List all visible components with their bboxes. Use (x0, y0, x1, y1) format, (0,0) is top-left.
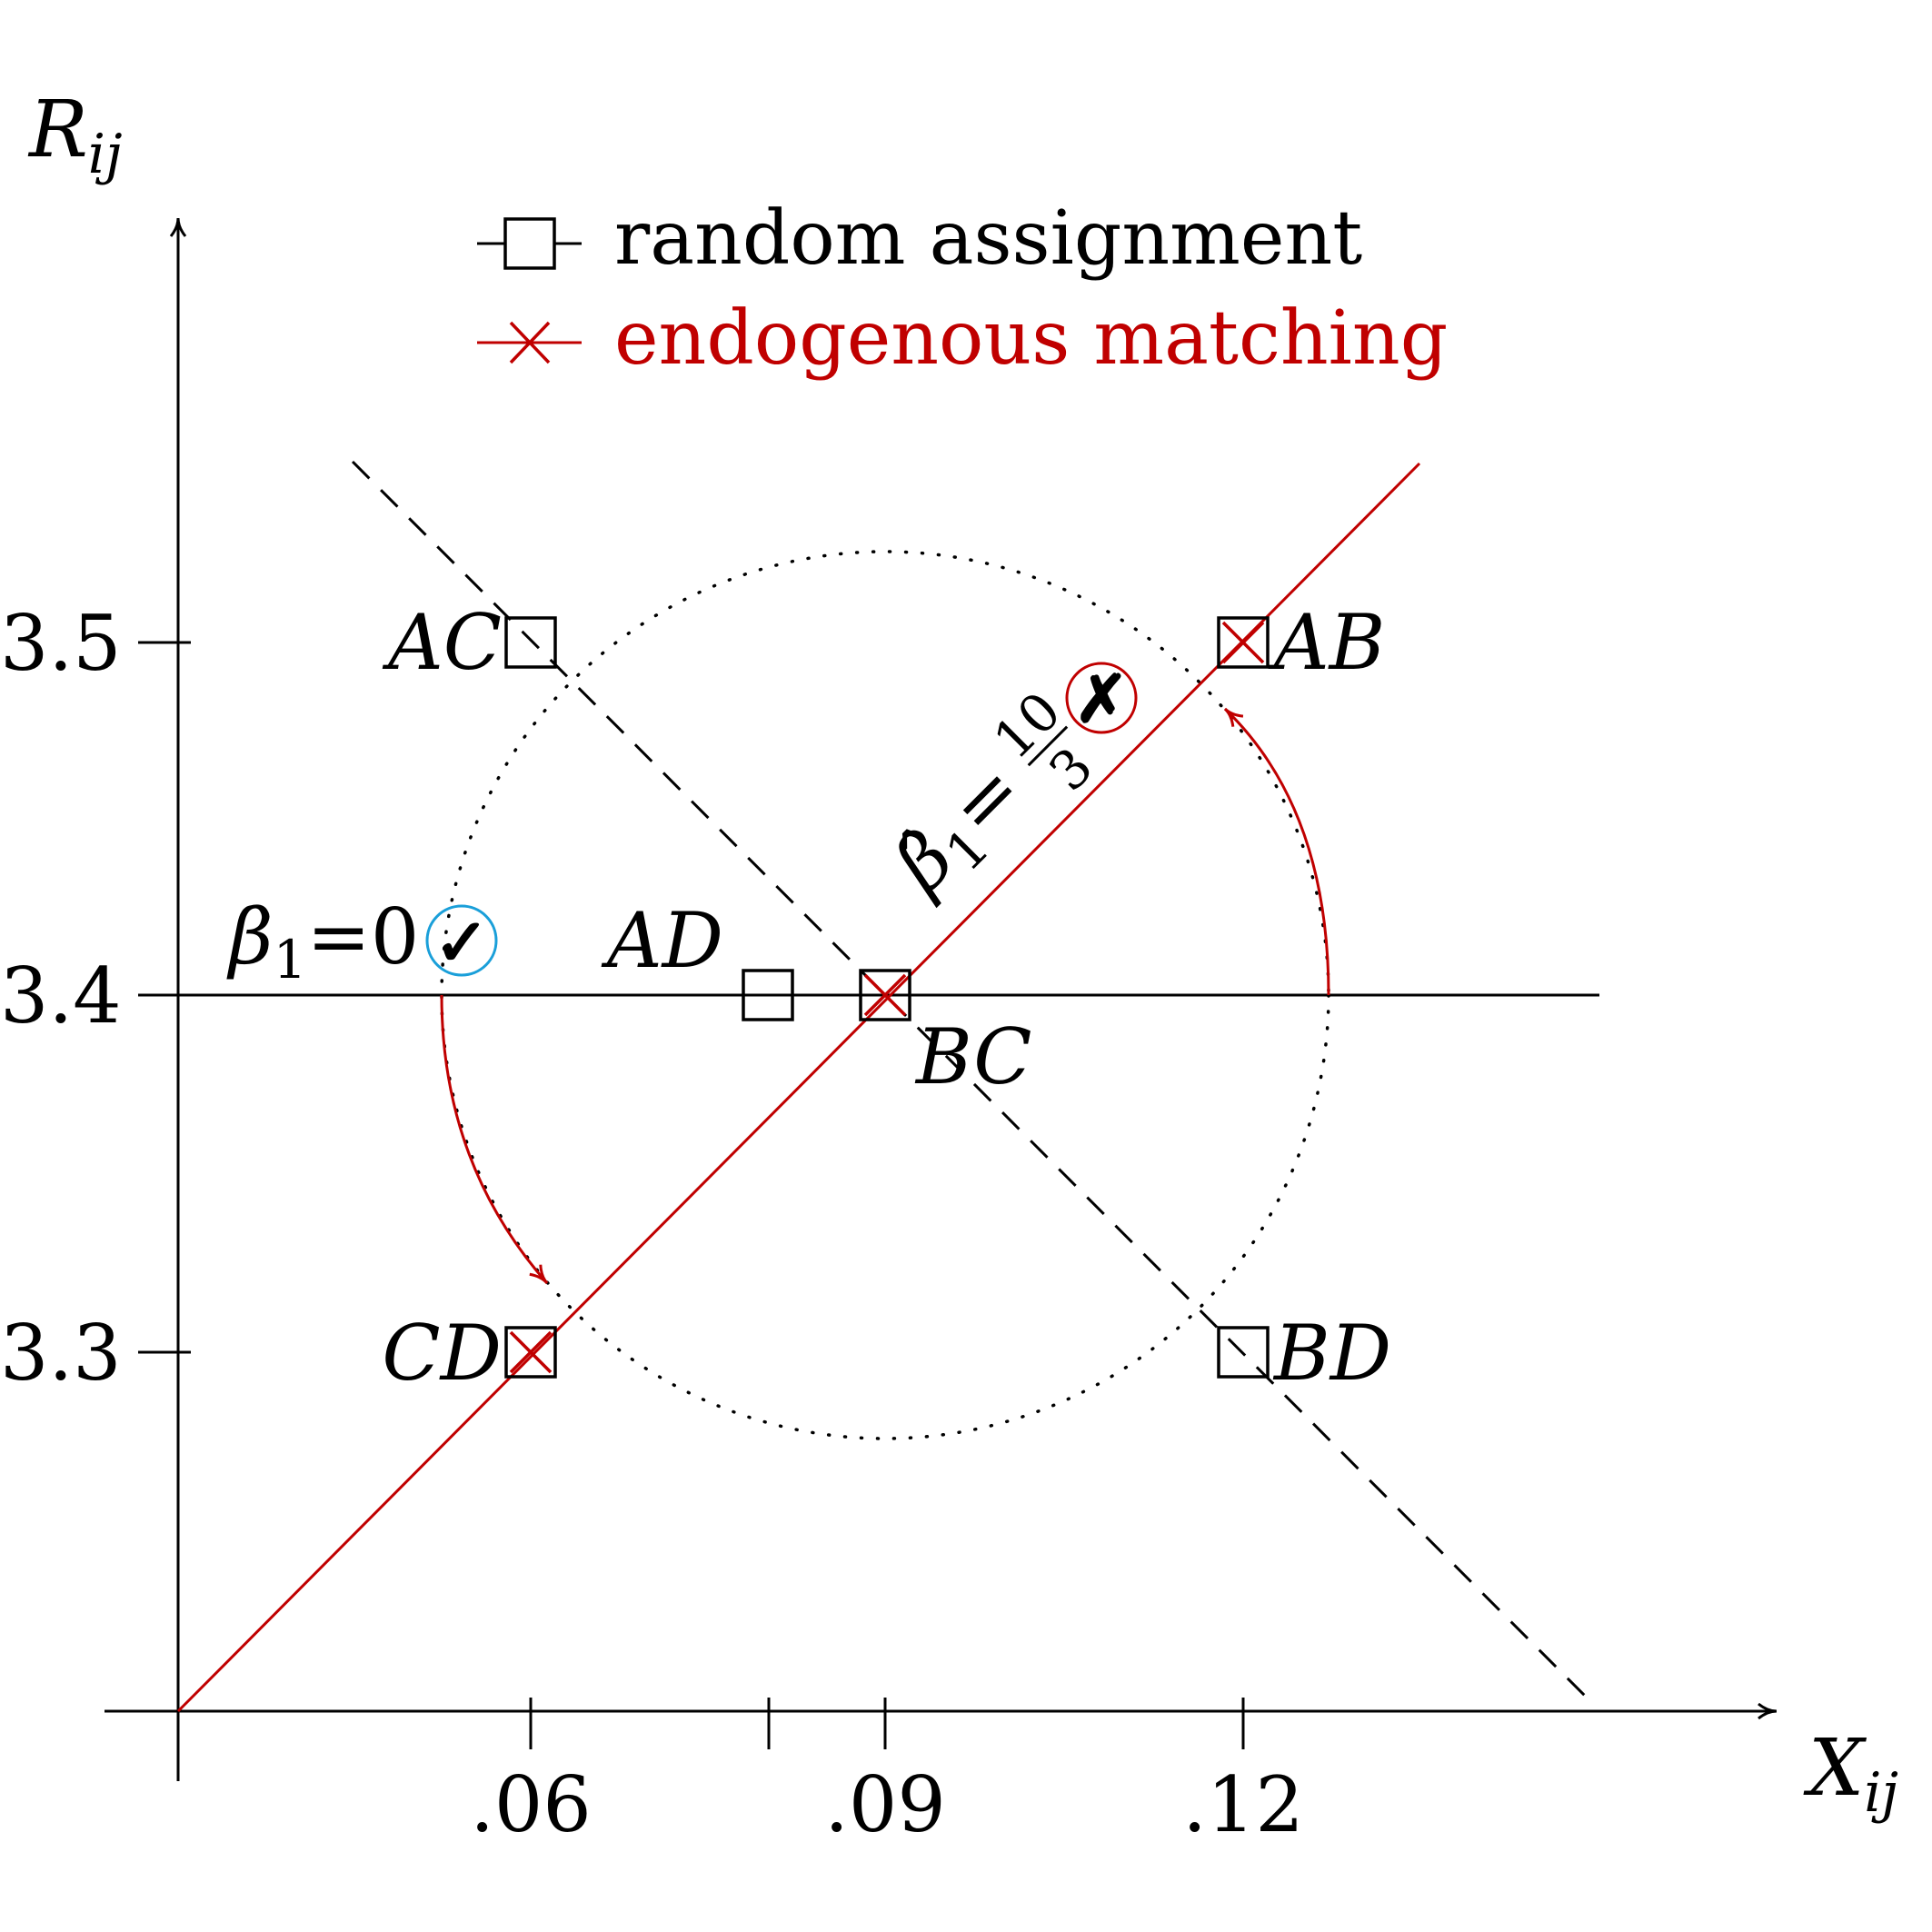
label-AB: AB (1268, 598, 1385, 687)
marker-cross-CD (509, 1330, 553, 1374)
x-tick-label-12: .12 (1182, 1760, 1304, 1849)
rotation-arc-upper (1223, 707, 1330, 996)
legend-entry-random: random assignment (477, 195, 1362, 282)
label-BD: BD (1272, 1309, 1391, 1398)
legend-entry-endogenous: endogenous matching (477, 295, 1448, 382)
label-CD: CD (382, 1309, 502, 1398)
marker-cross-AB (1221, 621, 1265, 664)
label-BC: BC (914, 1012, 1032, 1101)
legend: random assignment endogenous matching (477, 195, 1448, 382)
marker-square-CD (504, 1326, 557, 1379)
marker-square-AB (1217, 616, 1270, 669)
check-icon: ✓ (434, 903, 489, 981)
y-axis-label: Rij (27, 85, 123, 186)
svg-text:β̂1=: β̂1= (875, 745, 1047, 917)
x-tick-label-09: .09 (824, 1760, 946, 1849)
y-tick-label-34: 3.4 (0, 951, 122, 1041)
dashed-line (351, 460, 1592, 1703)
marker-cross-BC (863, 973, 907, 1017)
svg-text:random assignment: random assignment (614, 195, 1362, 282)
y-tick-label-33: 3.3 (0, 1309, 122, 1398)
rotation-arc-lower (440, 994, 549, 1285)
check-circle (425, 904, 498, 977)
marker-square-AD (742, 969, 794, 1021)
label-AD: AD (601, 896, 723, 985)
y-tick-label-35: 3.5 (0, 599, 122, 688)
marker-square-BC (859, 969, 911, 1021)
x-axis-label: Xij (1803, 1723, 1898, 1825)
beta-zero-annotation: β1=0 (226, 892, 419, 991)
x-mark-icon: ✗ (1074, 660, 1129, 737)
svg-text:endogenous matching: endogenous matching (614, 295, 1448, 382)
x-tick-label-06: .06 (470, 1760, 592, 1849)
endogenous-regression-line (176, 462, 1421, 1713)
marker-square-AC (504, 616, 557, 669)
label-AC: AC (382, 598, 502, 687)
marker-square-BD (1217, 1326, 1270, 1379)
x-mark-circle (1065, 662, 1138, 734)
